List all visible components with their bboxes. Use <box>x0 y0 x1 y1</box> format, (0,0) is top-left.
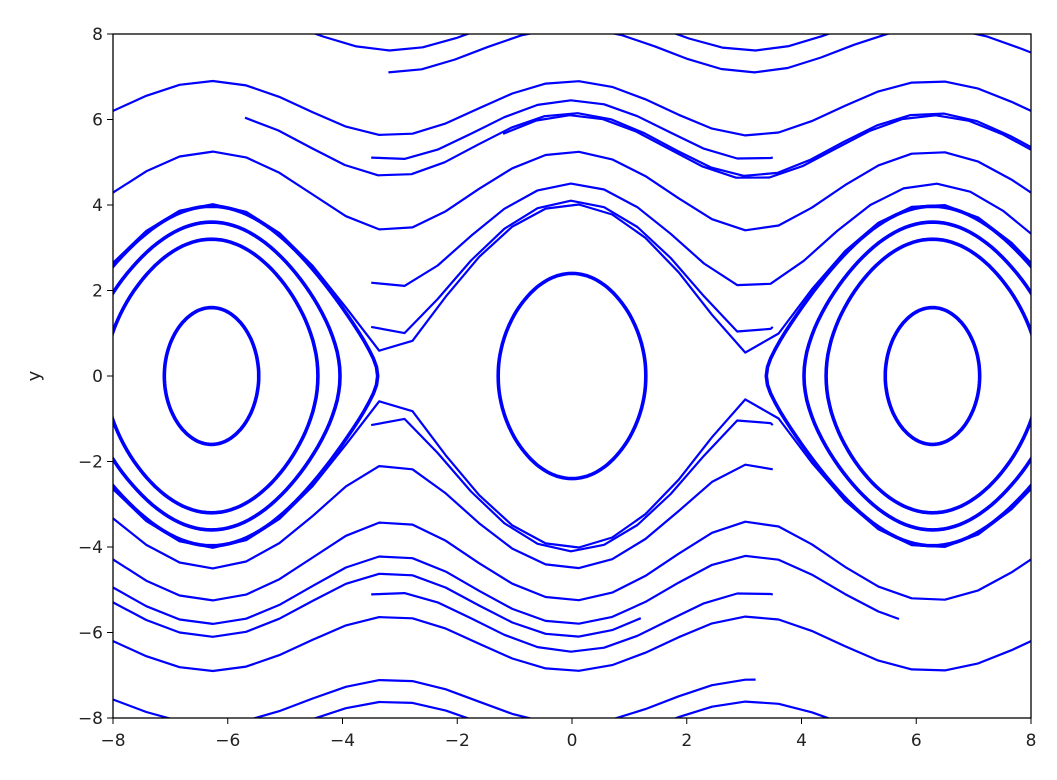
trajectory-closed <box>802 220 1031 532</box>
x-tick-label: −6 <box>215 731 240 751</box>
trajectory-closed <box>113 204 380 548</box>
trajectory-open <box>113 572 642 638</box>
y-tick-label: 6 <box>92 111 103 131</box>
trajectory-open <box>113 520 1031 602</box>
y-tick-label: 0 <box>92 367 103 387</box>
trajectory-open <box>312 34 832 52</box>
trajectory-open <box>113 463 773 570</box>
y-tick-label: 4 <box>92 196 103 216</box>
trajectory-open <box>371 182 1031 287</box>
trajectory-open <box>371 591 773 653</box>
trajectory-closed <box>883 305 982 447</box>
x-tick-label: 2 <box>681 731 692 751</box>
trajectory-open <box>113 398 1031 549</box>
y-tick-label: 8 <box>92 25 103 45</box>
trajectory-closed <box>113 237 320 515</box>
trajectory-open <box>388 34 1031 74</box>
x-tick-label: 6 <box>911 731 922 751</box>
y-tick-label: −8 <box>78 709 103 729</box>
trajectory-open <box>371 99 773 160</box>
trajectory-open <box>502 114 1031 179</box>
y-axis-label: y <box>24 370 45 381</box>
trajectory-closed <box>113 220 342 532</box>
trajectory-closed <box>496 271 648 481</box>
trajectory-closed <box>162 305 261 447</box>
x-tick-label: 8 <box>1026 731 1037 751</box>
x-axis-label: x <box>567 774 578 780</box>
trajectories <box>113 34 1031 718</box>
trajectory-open <box>113 150 1031 232</box>
trajectory-open <box>113 79 1031 137</box>
axis-ticks: −8 −6 −4 −2 0 2 4 6 8 8 6 4 2 0 −2 −4 −6 −8 <box>78 25 1036 751</box>
x-tick-label: −2 <box>445 731 470 751</box>
x-tick-label: 0 <box>567 731 578 751</box>
y-tick-label: −6 <box>78 624 103 644</box>
trajectory-open <box>113 615 1031 673</box>
trajectory-open <box>113 203 1031 354</box>
trajectory-open <box>113 554 900 626</box>
x-tick-label: −8 <box>100 731 125 751</box>
trajectory-open <box>370 199 774 335</box>
plot-frame <box>112 33 1032 719</box>
y-tick-label: −4 <box>78 538 103 558</box>
trajectory-open <box>312 700 832 718</box>
y-tick-label: −2 <box>78 453 103 473</box>
x-tick-label: 4 <box>796 731 807 751</box>
trajectory-closed <box>824 237 1031 515</box>
trajectory-closed <box>764 204 1031 548</box>
y-tick-label: 2 <box>92 282 103 302</box>
trajectory-open <box>113 678 756 718</box>
x-tick-label: −4 <box>330 731 355 751</box>
trajectory-open <box>370 417 774 553</box>
trajectory-open <box>244 112 1031 177</box>
